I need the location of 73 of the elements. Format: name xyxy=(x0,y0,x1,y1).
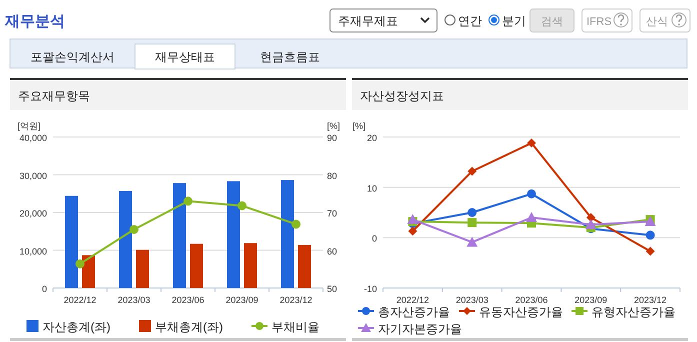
legend-label: 유동자산증가율 xyxy=(479,305,563,319)
x-tick-label: 2023/09 xyxy=(574,295,608,305)
bar xyxy=(82,255,95,288)
point xyxy=(646,230,655,240)
text: 재무상태표 xyxy=(155,50,215,64)
y-tick-label: 10 xyxy=(366,183,377,194)
bar xyxy=(227,181,240,288)
legend-label: 자기자본증가율 xyxy=(378,322,462,336)
point xyxy=(468,166,477,176)
point xyxy=(407,214,418,224)
point xyxy=(468,208,477,217)
y-tick-label: 40,000 xyxy=(19,133,47,143)
y-tick-label: 30,000 xyxy=(19,170,47,181)
x-tick-label: 2023/09 xyxy=(226,295,258,305)
point xyxy=(527,138,536,148)
x-tick-label: 2022/12 xyxy=(396,295,429,305)
legend-label: 유형자산증가율 xyxy=(592,305,676,319)
bar xyxy=(190,244,203,288)
text: IFRS xyxy=(586,16,612,28)
bar xyxy=(244,243,257,288)
text: 연간 xyxy=(458,14,482,28)
x-tick-label: 2022/12 xyxy=(64,295,96,305)
chart-title: 자산성장성지표 xyxy=(360,89,444,103)
text: 분기 xyxy=(502,14,526,28)
point xyxy=(184,196,192,206)
point xyxy=(292,220,300,229)
text: 포괄손익계산서 xyxy=(30,50,114,64)
y2-tick-label: 80 xyxy=(327,170,338,181)
y-axis-title: [억원] xyxy=(17,121,41,131)
y2-tick-label: 60 xyxy=(327,246,338,256)
text: 재무분석 xyxy=(4,13,65,30)
legend-label: 부채비율 xyxy=(272,320,320,334)
text: 주재무제표 xyxy=(338,14,398,28)
legend-label: 자산총계(좌) xyxy=(42,320,110,334)
point xyxy=(585,219,596,230)
point xyxy=(408,226,418,236)
chart-title: 주요재무항목 xyxy=(18,89,90,103)
y2-tick-label: 50 xyxy=(327,284,338,294)
point xyxy=(646,246,655,256)
y-tick-label: 0 xyxy=(372,234,377,244)
bar xyxy=(173,183,186,288)
bar xyxy=(136,250,149,288)
x-tick-label: 2023/06 xyxy=(172,295,204,305)
y2-tick-label: 70 xyxy=(327,208,338,218)
point xyxy=(130,224,138,234)
point xyxy=(526,212,537,222)
y-tick-label: 10,000 xyxy=(19,246,47,256)
x-tick-label: 2023/12 xyxy=(280,295,312,305)
y-tick-label: 20 xyxy=(366,133,377,143)
y-tick-label: 20,000 xyxy=(19,208,47,218)
bar xyxy=(65,196,78,288)
point xyxy=(466,236,478,247)
y-tick-label: -10 xyxy=(364,284,377,294)
text: 검색 xyxy=(541,16,563,28)
y2-tick-label: 90 xyxy=(327,133,338,143)
point xyxy=(238,201,246,210)
y2-axis-title: [%] xyxy=(327,121,340,131)
text: 현금흐름표 xyxy=(260,50,320,64)
legend-label: 총자산증가율 xyxy=(378,305,450,319)
y-axis-title: [%] xyxy=(352,121,366,131)
point xyxy=(527,189,536,198)
x-tick-label: 2023/03 xyxy=(456,295,488,305)
x-tick-label: 2023/06 xyxy=(515,295,548,305)
point xyxy=(468,218,477,228)
text: 산식 xyxy=(646,16,668,28)
x-tick-label: 2023/12 xyxy=(634,295,667,305)
y-tick-label: 0 xyxy=(42,284,47,294)
point xyxy=(76,259,84,268)
x-tick-label: 2023/03 xyxy=(118,295,150,305)
bar xyxy=(281,180,294,288)
legend-label: 부채총계(좌) xyxy=(155,320,223,334)
bar xyxy=(119,190,132,288)
bar xyxy=(298,244,311,288)
